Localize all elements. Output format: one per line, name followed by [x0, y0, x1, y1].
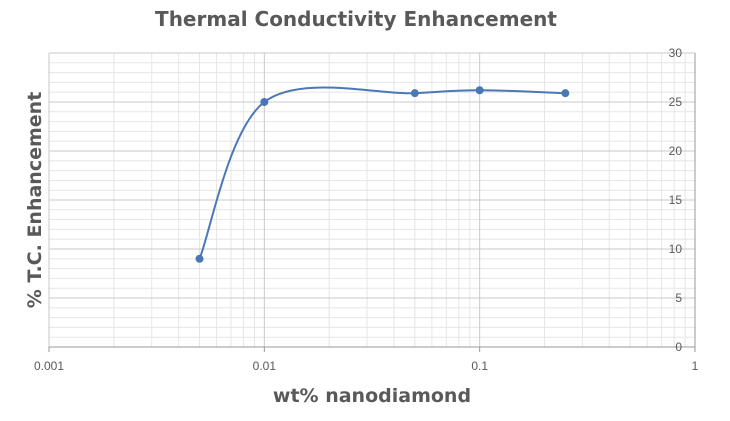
series-line — [198, 86, 566, 260]
data-point — [561, 89, 570, 98]
tick-labels: 0.001 0.01 0.1 10 5 10 15 20 25 30 — [34, 46, 699, 373]
y-tick-label: 15 — [669, 193, 683, 207]
data-point — [475, 86, 484, 95]
x-tick-label: 0.01 — [253, 359, 277, 373]
x-tick-label: 1 — [692, 359, 699, 373]
y-tick-label: 5 — [675, 291, 682, 305]
y-axis-title: % T.C. Enhancement — [24, 92, 46, 309]
series-group — [195, 86, 570, 263]
data-point — [410, 89, 419, 98]
y-tick-label: 20 — [669, 144, 683, 158]
y-tick-label: 25 — [669, 95, 683, 109]
axes — [48, 53, 696, 352]
y-tick-label: 30 — [669, 46, 683, 60]
data-point — [260, 98, 269, 106]
x-tick-label: 0.1 — [471, 359, 488, 373]
gridlines — [48, 52, 696, 347]
y-tick-label: 10 — [669, 242, 683, 256]
data-point — [195, 254, 204, 263]
chart-title: Thermal Conductivity Enhancement — [155, 7, 557, 31]
y-tick-label: 0 — [675, 340, 682, 354]
x-axis-title: wt% nanodiamond — [273, 385, 471, 407]
x-tick-label: 0.001 — [34, 359, 64, 373]
